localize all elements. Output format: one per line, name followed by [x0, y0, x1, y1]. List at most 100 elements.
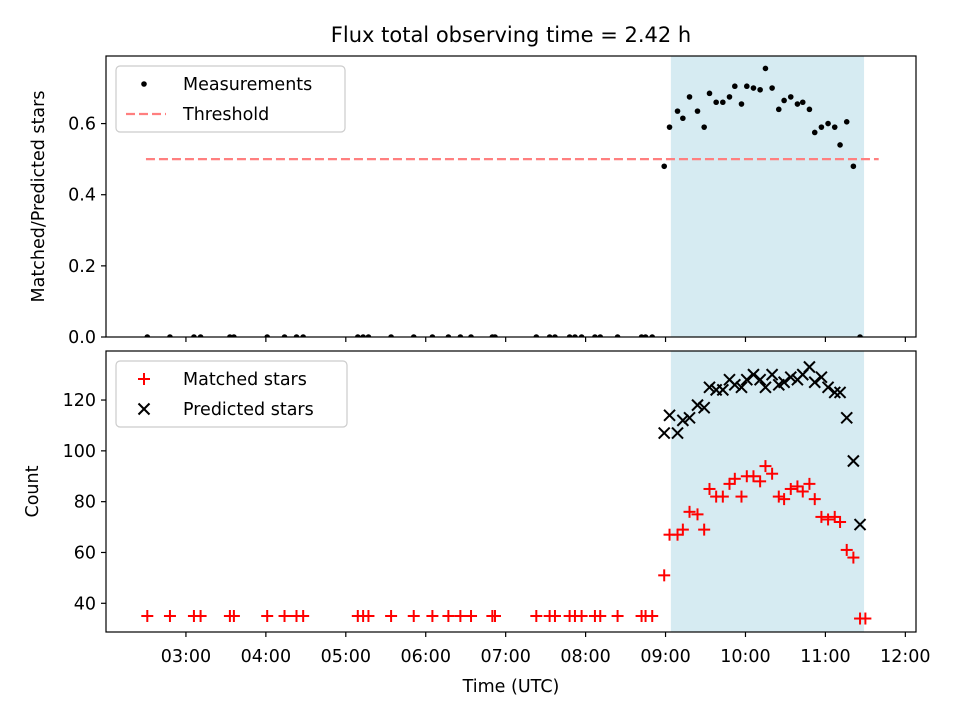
measurement-point [706, 90, 713, 97]
measurement-point [738, 101, 745, 107]
marker-stroke [833, 386, 847, 399]
marker-stroke [676, 414, 690, 427]
matched-star-marker [778, 493, 791, 506]
measurement-point [410, 334, 417, 337]
matched-star-marker [407, 609, 420, 622]
legend-frame [115, 360, 348, 428]
legend-frame [115, 65, 346, 133]
x-axis-label: Time (UTC) [462, 677, 560, 697]
measurement-point [794, 101, 801, 107]
y-axis-label: Matched/Predicted stars [29, 91, 49, 303]
panel-1: 0.0 0.2 0.4 0.6 Matched/Predicted stars Measu… [29, 55, 917, 348]
predicted-star-marker [683, 411, 696, 425]
predicted-star-marker [847, 454, 860, 468]
legend-label: Threshold [182, 105, 269, 125]
marker-stroke [728, 378, 742, 391]
matched-star-marker [362, 609, 375, 622]
predicted-star-marker [803, 360, 816, 374]
predicted-star-marker [833, 386, 847, 399]
marker-stroke [671, 426, 684, 440]
marker-stroke [759, 381, 772, 394]
marker-stroke [753, 373, 767, 386]
matched-star-marker [385, 609, 398, 622]
legend-label: Matched stars [183, 370, 307, 390]
predicted-star-marker [759, 381, 772, 394]
matched-star-marker [859, 612, 872, 625]
x-tick-label: 04:00 [241, 647, 291, 667]
panel-2: 40 60 80 100 120 03:00 04:00 05:00 06:00 07:00 08:… [23, 350, 931, 697]
matched-star-marker [747, 470, 760, 483]
predicted-star-marker [671, 426, 684, 440]
y-axis-label: Count [23, 465, 43, 517]
axes-frame [105, 350, 917, 633]
measurement-point [300, 334, 306, 337]
marker-stroke [808, 376, 821, 389]
measurement-point [429, 334, 436, 337]
legend: Matched stars Predicted stars [115, 360, 348, 428]
marker-stroke [815, 370, 828, 384]
measurement-point [674, 108, 681, 114]
measurement-point [775, 106, 782, 113]
marker-stroke [703, 381, 716, 394]
measurement-point [680, 115, 686, 122]
matched-star-marker [691, 508, 704, 521]
observing-span [670, 56, 865, 337]
measurement-point [726, 94, 733, 100]
x-tick-label: 08:00 [560, 647, 610, 667]
predicted-star-marker [821, 381, 835, 394]
matched-star-marker [808, 493, 821, 506]
marker-stroke [663, 409, 676, 422]
predicted-star-marker [716, 383, 730, 397]
matched-star-marker [611, 609, 624, 622]
legend-marker-measurements [141, 81, 147, 87]
measurement-point [566, 334, 573, 337]
marker-stroke [853, 518, 867, 531]
measurement-point [468, 334, 474, 337]
measurement-point [732, 83, 738, 90]
predicted-star-marker [747, 368, 760, 381]
predicted-star-marker [828, 386, 841, 399]
matched-star-marker [646, 609, 659, 622]
measurement-point [781, 97, 787, 104]
matched-star-marker [454, 609, 467, 622]
measurement-point [231, 334, 237, 337]
measurement-point [762, 65, 769, 72]
matched-star-marker [791, 480, 804, 493]
matched-star-marker [803, 477, 816, 490]
matched-star-marker [683, 505, 696, 518]
measurement-point [578, 334, 585, 337]
marker-stroke [716, 383, 730, 397]
matched-star-marker [141, 609, 154, 622]
measurement-point [787, 94, 794, 100]
predicted-star-marker [703, 381, 716, 394]
matched-star-marker [530, 609, 543, 622]
matched-star-marker [575, 609, 588, 622]
legend-marker-predicted [137, 402, 151, 416]
measurement-point [701, 124, 707, 130]
x-tick-label: 03:00 [161, 647, 211, 667]
predicted-star-marker [840, 411, 853, 425]
x-tick-label: 05:00 [321, 647, 371, 667]
matched-star-marker [548, 609, 561, 622]
measurement-point [365, 334, 372, 337]
y-tick-label: 0.2 [68, 257, 96, 277]
measurement-point [492, 334, 498, 337]
measurement-point [666, 124, 673, 130]
measurement-point [533, 334, 540, 337]
measurement-point [750, 85, 757, 91]
matched-star-marker [728, 472, 741, 485]
predicted-star-marker [853, 518, 867, 531]
matched-star-marker [227, 609, 240, 622]
matched-star-marker [796, 485, 809, 498]
predicted-star-marker [740, 373, 754, 386]
measurement-point [811, 129, 818, 136]
matched-star-marker [759, 460, 772, 473]
y-tick-label: 120 [63, 391, 96, 411]
predicted-star-marker [691, 398, 704, 412]
matched-star-marker [703, 482, 716, 495]
y-tick-label: 40 [74, 594, 96, 614]
predicted-star-marker [663, 409, 676, 422]
predicted-star-marker [753, 373, 767, 386]
matched-star-marker [676, 523, 689, 536]
